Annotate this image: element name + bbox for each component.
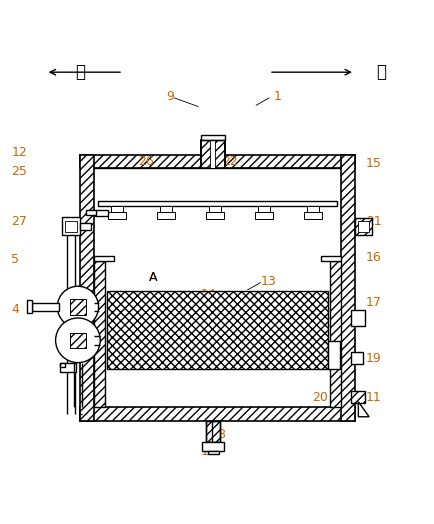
Bar (80, 407, 354, 421)
Text: 27: 27 (11, 215, 27, 228)
Bar (215, 140, 224, 168)
Bar (201, 140, 210, 168)
Bar (358, 222, 368, 232)
Bar (303, 212, 322, 220)
Text: 12: 12 (11, 146, 27, 159)
Bar (160, 206, 172, 212)
Bar (329, 261, 340, 407)
Bar (32, 302, 59, 311)
Bar (202, 442, 224, 451)
Text: A: A (148, 270, 157, 283)
Text: 15: 15 (365, 157, 381, 170)
Circle shape (57, 286, 99, 328)
Bar (206, 421, 220, 442)
Bar (86, 210, 95, 215)
Bar (80, 223, 91, 230)
Bar (207, 451, 218, 454)
Text: B: B (148, 309, 157, 322)
Bar (111, 206, 123, 212)
Text: 22: 22 (221, 155, 237, 168)
Bar (354, 218, 371, 235)
Bar (258, 206, 270, 212)
Bar (157, 212, 175, 220)
Text: 19: 19 (365, 352, 381, 365)
Bar (94, 168, 340, 259)
Text: 21: 21 (365, 215, 381, 228)
Bar (108, 212, 126, 220)
Bar (107, 291, 327, 368)
Polygon shape (358, 402, 368, 417)
Bar (206, 212, 224, 220)
Bar (201, 135, 224, 140)
Text: 25: 25 (11, 165, 27, 178)
Bar (60, 363, 76, 372)
Bar (60, 363, 65, 367)
Bar (210, 140, 215, 168)
Text: 13: 13 (260, 275, 276, 288)
Text: 4: 4 (11, 303, 19, 316)
Bar (306, 206, 319, 212)
Bar (70, 299, 85, 314)
Text: A: A (148, 270, 157, 283)
Bar (350, 352, 362, 364)
Text: 11: 11 (365, 391, 381, 404)
Bar (255, 212, 273, 220)
Text: 1: 1 (273, 90, 280, 103)
Text: 16: 16 (365, 251, 381, 264)
Bar (98, 201, 336, 206)
Bar (62, 217, 80, 235)
Bar (80, 155, 94, 421)
Bar (66, 221, 76, 232)
Bar (350, 310, 364, 326)
Bar (27, 300, 32, 313)
Bar (70, 333, 85, 348)
Text: 9: 9 (166, 90, 174, 103)
Bar (211, 421, 220, 442)
Bar (206, 421, 214, 442)
Text: 26: 26 (138, 155, 154, 168)
Text: 14: 14 (200, 288, 216, 301)
Bar (340, 155, 354, 421)
Text: 20: 20 (311, 391, 327, 404)
Bar (209, 206, 221, 212)
Bar (321, 256, 340, 261)
Bar (94, 261, 105, 407)
Text: 右: 右 (375, 63, 385, 81)
Bar (350, 391, 364, 403)
Bar (80, 155, 354, 168)
Bar (95, 210, 108, 216)
Text: 5: 5 (11, 253, 20, 266)
Circle shape (56, 318, 100, 363)
Text: 17: 17 (365, 296, 381, 309)
Text: 10: 10 (200, 445, 216, 458)
Text: B: B (148, 309, 157, 322)
Bar (94, 256, 113, 261)
Text: 左: 左 (75, 63, 85, 81)
Bar (327, 342, 339, 368)
Text: 8: 8 (217, 428, 225, 441)
